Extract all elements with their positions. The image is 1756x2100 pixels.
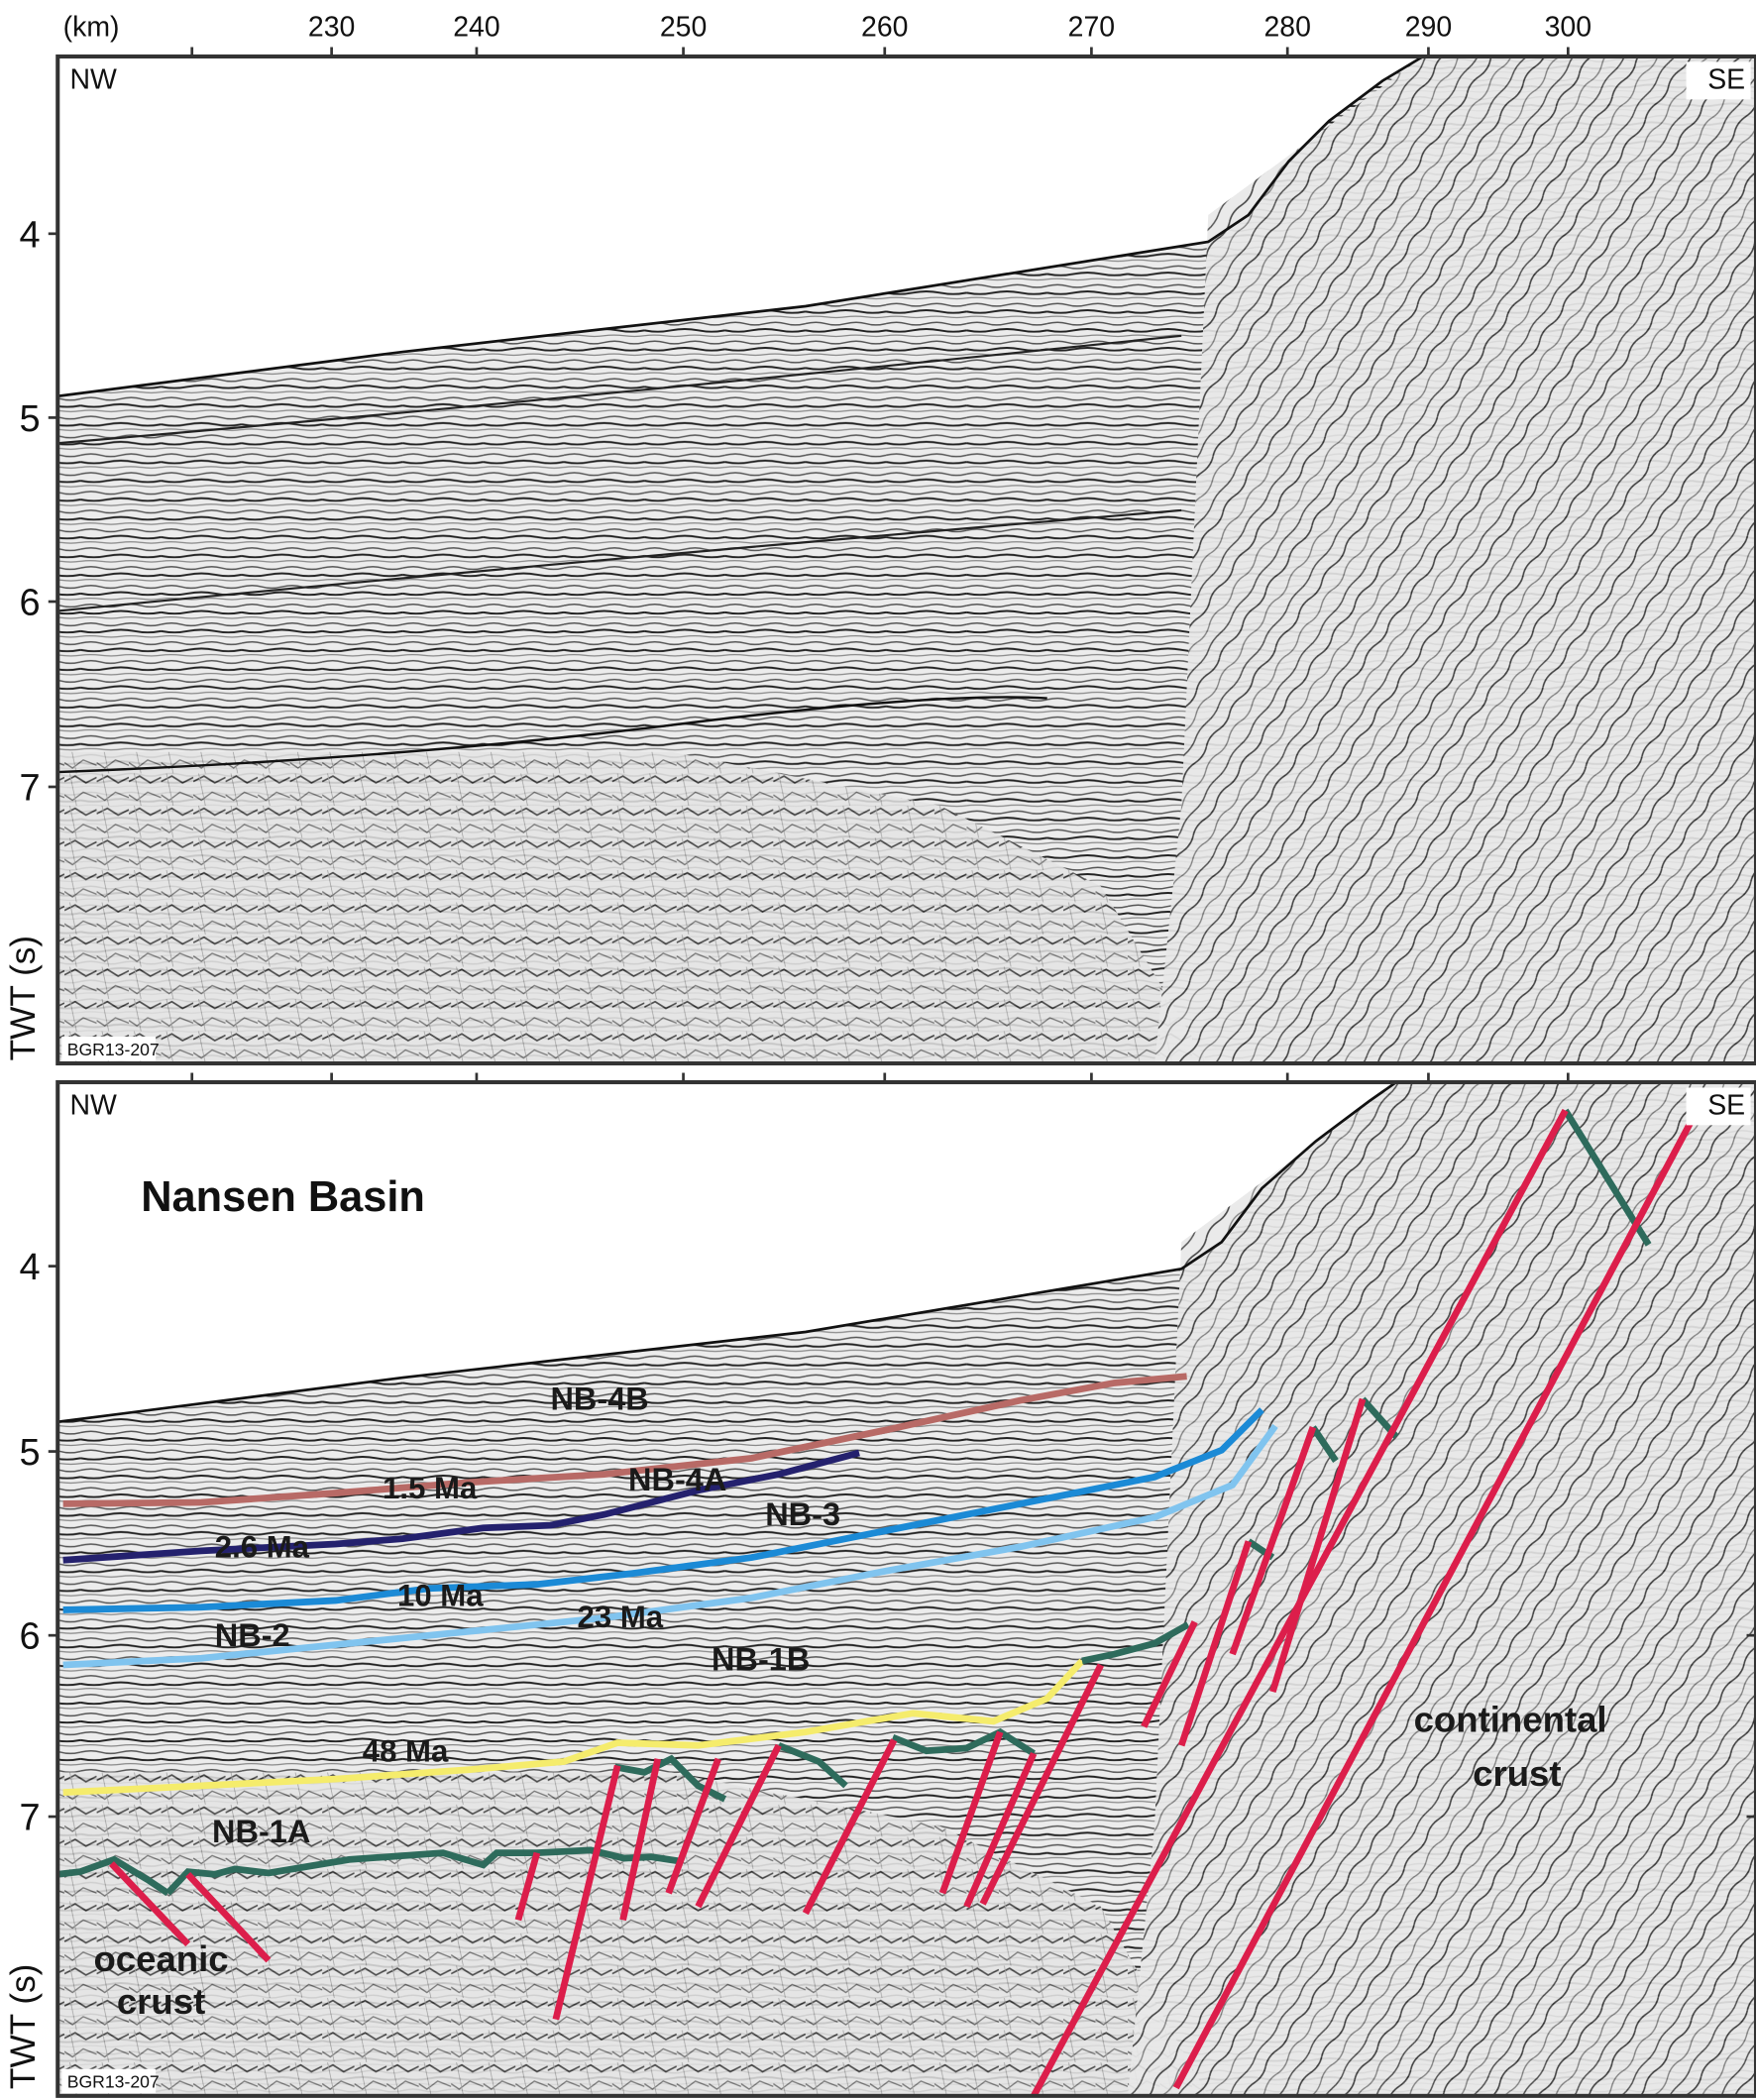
horizon-23ma <box>62 1423 1278 1669</box>
x-tick-label: 290 <box>1405 12 1452 44</box>
age-label-2-6ma: 2.6 Ma <box>215 1530 310 1565</box>
unit-label-nb-3: NB-3 <box>765 1496 840 1532</box>
x-axis: (km) 230 240 250 260 270 280 290 300 <box>63 12 1591 44</box>
age-label-23ma: 23 Ma <box>578 1600 664 1634</box>
x-tick-label: 270 <box>1068 12 1115 44</box>
horizon-10ma <box>62 1407 1264 1613</box>
x-tick-label: 240 <box>453 12 499 44</box>
continental-crust-label: continental <box>1414 1700 1607 1740</box>
unit-label-nb-1b: NB-1B <box>712 1641 810 1677</box>
age-label-1-5ma: 1.5 Ma <box>383 1471 478 1505</box>
seismic-line-id: BGR13-207 <box>67 2072 160 2092</box>
direction-nw: NW <box>69 64 117 96</box>
x-axis-unit-label: (km) <box>63 12 120 44</box>
oceanic-crust-label-line2: crust <box>117 1981 205 2022</box>
x-tick-label: 250 <box>660 12 707 44</box>
y-tick-label: 5 <box>20 1432 41 1474</box>
y-axis-title: TWT (s) <box>4 936 43 1060</box>
x-tick-label: 300 <box>1545 12 1591 44</box>
direction-nw: NW <box>69 1090 117 1122</box>
unit-label-nb-4b: NB-4B <box>550 1382 648 1417</box>
panel-frame <box>55 1079 1756 2098</box>
direction-se: SE <box>1707 64 1745 96</box>
y-tick-label: 7 <box>20 1798 41 1839</box>
faults <box>108 1088 1711 2096</box>
top-panel: 4 5 6 7 TWT (s) NW SE BGR13-207 <box>4 47 1756 1066</box>
y-tick-label: 5 <box>20 398 41 440</box>
y-tick-label: 4 <box>20 1247 41 1288</box>
bottom-panel: 4 5 6 7 TWT (s) NW SE BGR13-207 Nansen B… <box>4 1072 1756 2098</box>
y-tick-label: 6 <box>20 1616 41 1658</box>
horizon-48ma <box>62 1658 1085 1797</box>
continental-crust-label-line2: crust <box>1473 1753 1561 1794</box>
x-tick-label: 230 <box>308 12 355 44</box>
unit-label-nb-4a: NB-4A <box>628 1462 726 1497</box>
seismic-line-id: BGR13-207 <box>67 1040 160 1059</box>
horizon-2-6ma <box>62 1449 860 1564</box>
horizon-1-5ma <box>62 1373 1187 1507</box>
basin-title: Nansen Basin <box>141 1173 425 1221</box>
x-tick-label: 280 <box>1263 12 1310 44</box>
y-axis-title: TWT (s) <box>4 1964 43 2089</box>
y-tick-label: 7 <box>20 768 41 810</box>
unit-label-nb-2: NB-2 <box>215 1617 290 1653</box>
panel-frame <box>55 54 1756 1066</box>
direction-se: SE <box>1707 1090 1745 1122</box>
y-tick-label: 4 <box>20 214 41 256</box>
x-ticks-top <box>190 47 1570 56</box>
unit-label-nb-1a: NB-1A <box>212 1814 310 1849</box>
age-label-10ma: 10 Ma <box>397 1578 484 1612</box>
oceanic-crust-label: oceanic <box>93 1938 228 1979</box>
age-label-48ma: 48 Ma <box>363 1734 449 1769</box>
x-tick-label: 260 <box>861 12 908 44</box>
y-tick-label: 6 <box>20 583 41 624</box>
